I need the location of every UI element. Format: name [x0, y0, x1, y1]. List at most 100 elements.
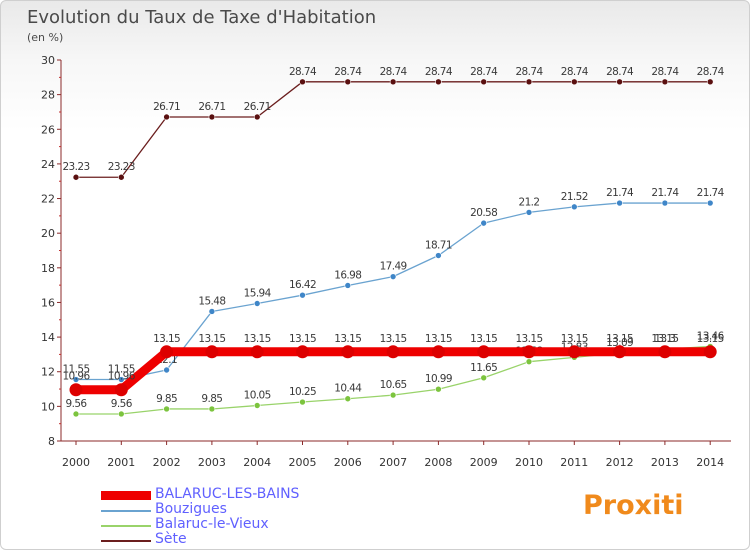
- data-label-bouzigues: 20.58: [470, 207, 497, 219]
- data-point-bouzigues: [616, 199, 623, 207]
- data-label-balaruc-les-bains: 13.15: [380, 333, 407, 345]
- data-label-s-te: 28.74: [334, 66, 362, 78]
- data-label-balaruc-les-bains: 13.15: [244, 333, 271, 345]
- data-label-balaruc-le-vieux: 10.44: [334, 383, 362, 395]
- data-label-balaruc-le-vieux: 13.09: [606, 337, 633, 349]
- data-label-balaruc-les-bains: 13.15: [334, 333, 361, 345]
- data-label-balaruc-le-vieux: 13.46: [697, 330, 725, 342]
- x-tick-label: 2001: [107, 456, 135, 469]
- data-point-s-te: [616, 78, 623, 86]
- data-point-balaruc-le-vieux: [525, 358, 533, 365]
- data-label-bouzigues: 21.74: [697, 187, 725, 199]
- data-point-bouzigues: [253, 300, 261, 307]
- data-point-s-te: [525, 78, 533, 86]
- y-tick-label: 20: [41, 227, 55, 240]
- legend-label: BALARUC-LES-BAINS: [155, 486, 300, 502]
- y-tick-label: 18: [41, 262, 55, 275]
- data-point-balaruc-les-bains: [567, 345, 581, 359]
- data-point-bouzigues: [344, 282, 352, 289]
- data-label-balaruc-le-vieux: 10.25: [289, 386, 316, 398]
- data-point-s-te: [570, 78, 578, 86]
- data-label-balaruc-les-bains: 13.15: [198, 333, 225, 345]
- x-tick-label: 2008: [424, 456, 452, 469]
- data-label-s-te: 28.74: [561, 66, 589, 78]
- data-point-s-te: [208, 113, 216, 121]
- data-label-balaruc-les-bains: 13.15: [470, 333, 497, 345]
- data-label-balaruc-le-vieux: 10.65: [380, 379, 407, 391]
- data-point-balaruc-les-bains: [205, 345, 219, 359]
- y-tick-label: 14: [41, 331, 55, 344]
- data-label-bouzigues: 16.42: [289, 279, 316, 291]
- data-label-s-te: 26.71: [153, 101, 180, 113]
- data-label-bouzigues: 15.48: [198, 295, 225, 307]
- data-point-bouzigues: [72, 376, 80, 383]
- data-label-balaruc-le-vieux: 9.56: [66, 398, 88, 410]
- data-label-bouzigues: 21.52: [561, 191, 588, 203]
- data-label-s-te: 28.74: [651, 66, 679, 78]
- y-tick-label: 30: [41, 54, 55, 67]
- data-point-balaruc-le-vieux: [344, 395, 352, 403]
- data-label-balaruc-le-vieux: 9.85: [201, 393, 222, 405]
- data-label-balaruc-les-bains: 13.15: [515, 333, 542, 345]
- y-tick-label: 10: [41, 400, 55, 413]
- data-point-s-te: [299, 78, 306, 86]
- data-label-balaruc-les-bains: 10.96: [62, 371, 90, 383]
- data-label-balaruc-les-bains: 13.15: [606, 333, 633, 345]
- data-point-balaruc-les-bains: [250, 345, 264, 359]
- data-label-s-te: 28.74: [289, 66, 317, 78]
- data-point-balaruc-le-vieux: [435, 385, 442, 393]
- data-label-balaruc-les-bains: 13.15: [425, 333, 452, 345]
- data-point-bouzigues: [435, 252, 442, 259]
- y-tick-label: 28: [41, 89, 55, 102]
- y-axis-unit: (en %): [27, 31, 64, 44]
- data-point-balaruc-le-vieux: [118, 410, 125, 418]
- x-tick-label: 2007: [379, 456, 407, 469]
- legend-label: Sète: [155, 531, 187, 547]
- data-point-balaruc-les-bains: [613, 345, 627, 359]
- data-point-bouzigues: [480, 219, 488, 227]
- x-tick-label: 2013: [651, 456, 679, 469]
- data-label-s-te: 28.74: [380, 66, 408, 78]
- data-point-bouzigues: [570, 203, 578, 211]
- data-label-bouzigues: 21.74: [606, 187, 634, 199]
- data-label-balaruc-les-bains: 13.15: [651, 333, 678, 345]
- x-tick-label: 2012: [606, 456, 634, 469]
- x-tick-label: 2009: [470, 456, 498, 469]
- legend-label: Bouzigues: [155, 501, 227, 517]
- data-label-s-te: 23.23: [62, 161, 89, 173]
- proxiti-logo: Proxiti: [583, 490, 684, 521]
- data-point-balaruc-les-bains: [477, 345, 491, 359]
- y-tick-label: 24: [41, 158, 55, 171]
- data-label-s-te: 28.74: [425, 66, 453, 78]
- data-label-bouzigues: 21.74: [651, 187, 679, 199]
- data-point-bouzigues: [389, 273, 397, 280]
- data-point-s-te: [480, 78, 488, 86]
- x-tick-label: 2006: [334, 456, 362, 469]
- data-point-balaruc-le-vieux: [480, 374, 488, 382]
- data-label-balaruc-le-vieux: 10.99: [425, 373, 452, 385]
- data-point-s-te: [435, 78, 442, 86]
- legend-swatch: [101, 525, 151, 527]
- x-tick-label: 2004: [243, 456, 271, 469]
- legend-swatch: [101, 540, 151, 542]
- data-point-balaruc-les-bains: [658, 345, 672, 359]
- y-tick-label: 22: [41, 193, 55, 206]
- data-point-balaruc-le-vieux: [299, 398, 306, 406]
- data-point-s-te: [253, 113, 261, 121]
- data-label-balaruc-le-vieux: 9.85: [156, 393, 177, 405]
- data-point-balaruc-le-vieux: [389, 391, 397, 399]
- y-tick-label: 12: [41, 366, 55, 379]
- data-label-balaruc-les-bains: 13.15: [561, 333, 588, 345]
- data-label-s-te: 26.71: [198, 101, 225, 113]
- x-tick-label: 2000: [62, 456, 90, 469]
- data-point-bouzigues: [208, 308, 216, 315]
- data-point-balaruc-les-bains: [114, 383, 128, 397]
- data-label-s-te: 28.74: [606, 66, 634, 78]
- data-label-bouzigues: 17.49: [380, 261, 407, 273]
- data-point-bouzigues: [299, 291, 306, 299]
- data-point-balaruc-les-bains: [160, 345, 174, 359]
- data-label-balaruc-les-bains: 13.15: [153, 333, 180, 345]
- data-point-balaruc-les-bains: [522, 345, 536, 359]
- data-point-balaruc-le-vieux: [163, 405, 170, 413]
